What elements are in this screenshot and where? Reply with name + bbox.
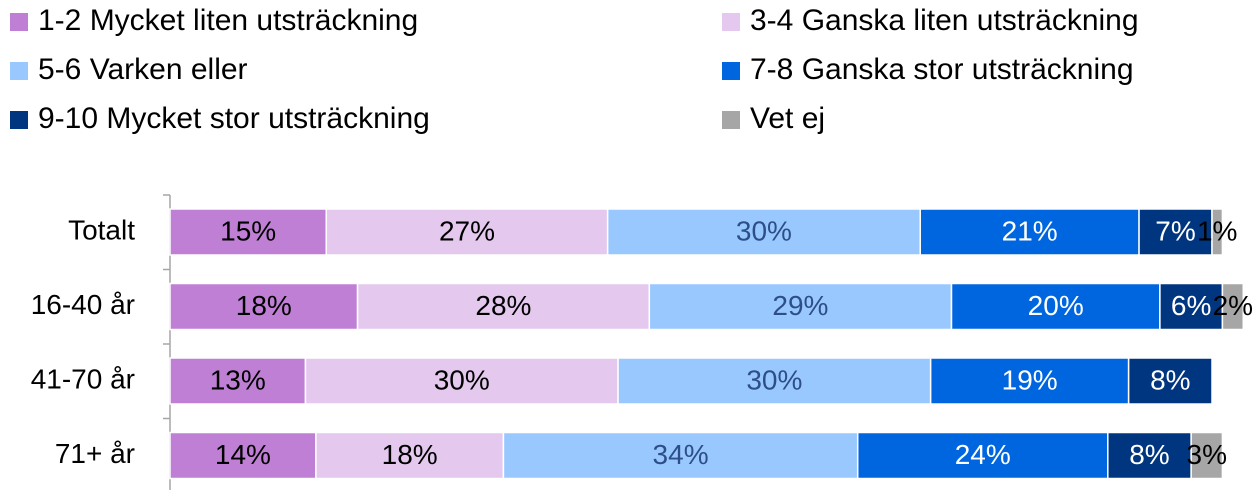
data-label: 8% xyxy=(1129,439,1169,470)
legend-swatch xyxy=(10,62,28,80)
data-label: 24% xyxy=(955,439,1011,470)
bar-segment xyxy=(315,431,505,480)
category-label: 71+ år xyxy=(55,438,135,469)
data-label: 18% xyxy=(236,290,292,321)
data-label: 18% xyxy=(382,439,438,470)
bar-segment xyxy=(1190,431,1224,480)
bar-segment xyxy=(1221,282,1245,331)
bar-segment xyxy=(929,357,1130,405)
bar-segment xyxy=(169,431,317,480)
bar-segment xyxy=(304,357,619,405)
data-label: 3% xyxy=(1187,439,1227,470)
legend-label: 1-2 Mycket liten utsträckning xyxy=(38,4,418,37)
data-label: 30% xyxy=(736,215,792,246)
legend-swatch xyxy=(10,13,28,31)
bar-segment xyxy=(1127,357,1213,405)
legend-label: 9-10 Mycket stor utsträckning xyxy=(38,102,430,135)
data-label: 19% xyxy=(1002,364,1058,395)
data-label: 1% xyxy=(1197,215,1237,246)
data-label: 28% xyxy=(475,290,531,321)
data-label: 13% xyxy=(210,364,266,395)
legend-label: 3-4 Ganska liten utsträckning xyxy=(750,4,1139,37)
bar-segment xyxy=(169,208,328,256)
legend-swatch xyxy=(722,13,740,31)
bar-segment xyxy=(606,208,921,256)
bar-segment xyxy=(169,282,359,331)
bar-segment xyxy=(617,357,932,405)
legend-label: Vet ej xyxy=(750,102,825,135)
bar-segment xyxy=(856,431,1109,480)
legend-swatch xyxy=(10,111,28,129)
data-label: 30% xyxy=(434,364,490,395)
bar-segment xyxy=(169,357,307,405)
data-label: 29% xyxy=(772,290,828,321)
bar-segment xyxy=(325,208,609,256)
category-label: Totalt xyxy=(68,214,135,245)
category-label: 41-70 år xyxy=(31,363,135,394)
data-label: 20% xyxy=(1028,290,1084,321)
legend-label: 7-8 Ganska stor utsträckning xyxy=(750,53,1134,86)
category-label: 16-40 år xyxy=(31,289,135,320)
data-label: 30% xyxy=(746,364,802,395)
data-label: 34% xyxy=(653,439,709,470)
data-label: 2% xyxy=(1213,290,1253,321)
data-label: 8% xyxy=(1150,364,1190,395)
bar-segment xyxy=(502,431,859,480)
bar-segment xyxy=(1159,282,1224,331)
bar-segment xyxy=(1211,208,1224,256)
data-label: 15% xyxy=(220,215,276,246)
legend-swatch xyxy=(722,62,740,80)
data-label: 21% xyxy=(1002,215,1058,246)
bar-segment xyxy=(1138,208,1213,256)
bar-segment xyxy=(648,282,953,331)
legend-swatch xyxy=(722,111,740,129)
bar-segment xyxy=(356,282,651,331)
data-label: 14% xyxy=(215,439,271,470)
data-label: 27% xyxy=(439,215,495,246)
data-label: 6% xyxy=(1171,290,1211,321)
data-label: 7% xyxy=(1155,215,1195,246)
legend-label: 5-6 Varken eller xyxy=(38,53,248,86)
